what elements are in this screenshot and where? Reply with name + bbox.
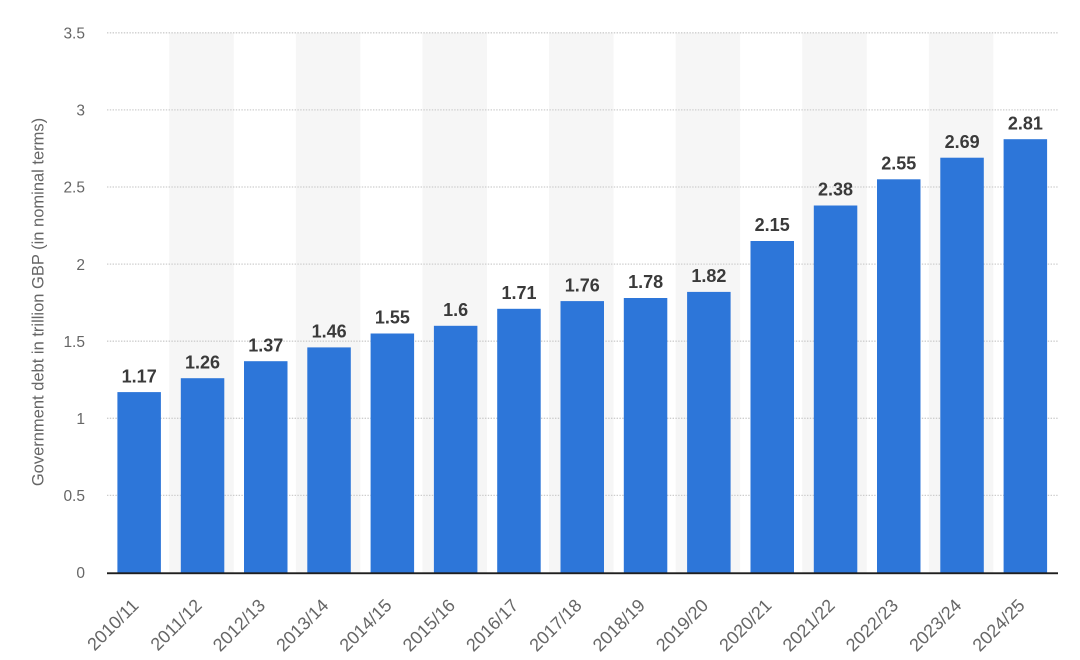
svg-text:1.55: 1.55 [375, 308, 410, 328]
svg-text:2.69: 2.69 [945, 132, 980, 152]
svg-text:1.6: 1.6 [443, 300, 468, 320]
svg-text:1.17: 1.17 [122, 366, 157, 386]
svg-text:2.38: 2.38 [818, 180, 853, 200]
svg-text:2.5: 2.5 [63, 180, 85, 197]
svg-text:1.82: 1.82 [691, 266, 726, 286]
svg-text:1.76: 1.76 [565, 275, 600, 295]
svg-text:3.5: 3.5 [63, 26, 85, 43]
svg-text:0.5: 0.5 [63, 488, 85, 505]
svg-text:2.15: 2.15 [755, 215, 790, 235]
svg-text:0: 0 [76, 565, 85, 582]
svg-text:1.71: 1.71 [501, 283, 536, 303]
svg-text:1.78: 1.78 [628, 272, 663, 292]
svg-text:Government debt in trillion GB: Government debt in trillion GBP (in nomi… [29, 118, 47, 486]
svg-text:2: 2 [76, 257, 85, 274]
svg-text:1.37: 1.37 [248, 335, 283, 355]
svg-text:3: 3 [76, 103, 85, 120]
svg-text:1.46: 1.46 [312, 322, 347, 342]
svg-text:2.81: 2.81 [1008, 113, 1043, 133]
svg-text:1.26: 1.26 [185, 352, 220, 372]
svg-text:1.5: 1.5 [63, 334, 85, 351]
svg-text:1: 1 [76, 411, 85, 428]
svg-text:2.55: 2.55 [881, 154, 916, 174]
